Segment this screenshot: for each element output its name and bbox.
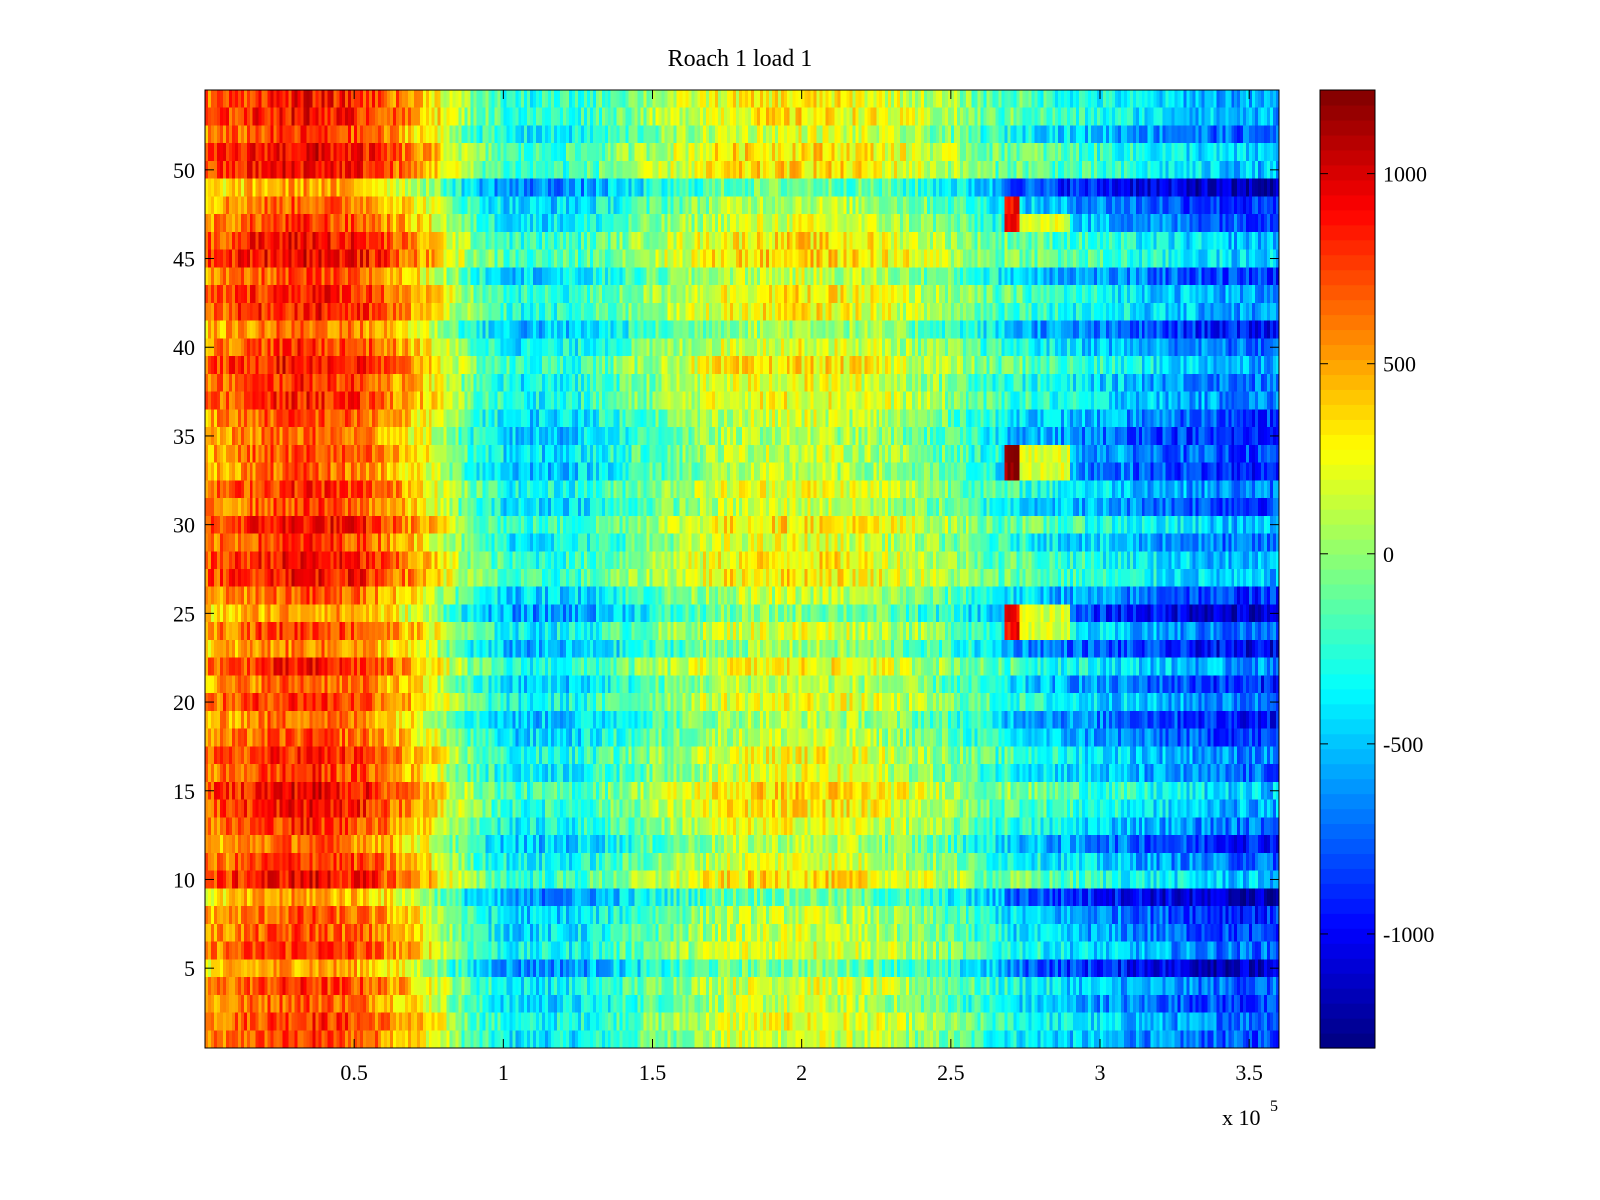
colorbar-swatch bbox=[1320, 1018, 1375, 1034]
colorbar-swatch bbox=[1320, 389, 1375, 405]
colorbar-swatch bbox=[1320, 479, 1375, 495]
colorbar-swatch bbox=[1320, 569, 1375, 585]
colorbar-swatch bbox=[1320, 673, 1375, 690]
colorbar-swatch bbox=[1320, 464, 1375, 480]
colorbar-swatch bbox=[1320, 359, 1375, 376]
colorbar-swatch bbox=[1320, 928, 1375, 944]
colorbar-swatch bbox=[1320, 254, 1375, 271]
colorbar-swatch bbox=[1320, 284, 1375, 301]
colorbar-swatch bbox=[1320, 943, 1375, 959]
colorbar-swatch bbox=[1320, 434, 1375, 450]
colorbar-swatch bbox=[1320, 90, 1375, 106]
heatmap-image bbox=[205, 90, 1279, 1048]
colorbar-swatch bbox=[1320, 119, 1375, 136]
y-tick-label: 5 bbox=[184, 956, 195, 981]
chart-title: Roach 1 load 1 bbox=[668, 46, 813, 72]
x-scale-exponent: 5 bbox=[1270, 1098, 1278, 1115]
colorbar-tick-label: 1000 bbox=[1383, 162, 1427, 187]
colorbar-swatch bbox=[1320, 269, 1375, 286]
colorbar-tick-label: 500 bbox=[1383, 352, 1416, 377]
colorbar-swatch bbox=[1320, 613, 1375, 630]
colorbar-swatch bbox=[1320, 883, 1375, 899]
colorbar-swatch bbox=[1320, 419, 1375, 435]
colorbar-swatch bbox=[1320, 958, 1375, 974]
y-tick-label: 45 bbox=[173, 247, 195, 272]
x-tick-label: 3.5 bbox=[1235, 1060, 1263, 1085]
colorbar-swatch bbox=[1320, 224, 1375, 241]
colorbar-swatch bbox=[1320, 808, 1375, 825]
colorbar-swatch bbox=[1320, 329, 1375, 346]
colorbar-swatch bbox=[1320, 793, 1375, 810]
colorbar-swatch bbox=[1320, 134, 1375, 151]
colorbar-swatch bbox=[1320, 149, 1375, 166]
colorbar-tick-label: -500 bbox=[1383, 732, 1423, 757]
plot-frame bbox=[204, 89, 1280, 1049]
colorbar-swatch bbox=[1320, 628, 1375, 645]
plot-axes: 0.5 1 1.5 2 2.5 3 3.5 5 10 15 20 25 30 35 40 45 50 bbox=[173, 90, 1279, 1085]
x-tick-label: 2 bbox=[796, 1060, 807, 1085]
colorbar-swatch bbox=[1320, 718, 1375, 735]
y-tick-label: 10 bbox=[173, 867, 195, 892]
colorbar-swatch bbox=[1320, 314, 1375, 331]
colorbar-swatch bbox=[1320, 539, 1375, 555]
colorbar-swatch bbox=[1320, 404, 1375, 420]
x-tick-label: 1 bbox=[498, 1060, 509, 1085]
colorbar-swatch bbox=[1320, 374, 1375, 390]
colorbar-swatch bbox=[1320, 823, 1375, 840]
colorbar-swatch bbox=[1320, 299, 1375, 316]
colorbar-swatch bbox=[1320, 524, 1375, 540]
colorbar-swatch bbox=[1320, 748, 1375, 765]
colorbar-swatch bbox=[1320, 868, 1375, 884]
y-tick-label: 20 bbox=[173, 690, 195, 715]
y-tick-label: 15 bbox=[173, 779, 195, 804]
colorbar-swatch bbox=[1320, 658, 1375, 675]
colorbar-swatch bbox=[1320, 494, 1375, 510]
x-scale-label: x 10 5 bbox=[1222, 1098, 1278, 1130]
colorbar-swatch bbox=[1320, 344, 1375, 361]
colorbar-swatch bbox=[1320, 449, 1375, 465]
colorbar-swatch bbox=[1320, 778, 1375, 795]
y-tick-label: 30 bbox=[173, 513, 195, 538]
colorbar-swatch bbox=[1320, 1033, 1375, 1049]
y-tick-label: 25 bbox=[173, 601, 195, 626]
colorbar-swatch bbox=[1320, 583, 1375, 600]
colorbar-swatch bbox=[1320, 179, 1375, 196]
colorbar-swatch bbox=[1320, 164, 1375, 181]
colorbar-swatch bbox=[1320, 838, 1375, 855]
heatmap-cells bbox=[205, 90, 1279, 1048]
colorbar-swatch bbox=[1320, 988, 1375, 1004]
colorbar-swatch bbox=[1320, 763, 1375, 780]
colorbar-swatch bbox=[1320, 104, 1375, 121]
colorbar-swatch bbox=[1320, 643, 1375, 660]
x-tick-label: 0.5 bbox=[340, 1060, 368, 1085]
colorbar-tick-label: 0 bbox=[1383, 542, 1394, 567]
y-tick-label: 50 bbox=[173, 158, 195, 183]
colorbar-swatch bbox=[1320, 239, 1375, 256]
colorbar-swatch bbox=[1320, 598, 1375, 615]
colorbar-swatch bbox=[1320, 688, 1375, 705]
x-tick-label: 1.5 bbox=[639, 1060, 667, 1085]
colorbar-swatch bbox=[1320, 703, 1375, 720]
colorbar-swatch bbox=[1320, 853, 1375, 869]
colorbar-swatch bbox=[1320, 209, 1375, 226]
y-tick-label: 40 bbox=[173, 335, 195, 360]
colorbar-swatch bbox=[1320, 913, 1375, 929]
colorbar-swatch bbox=[1320, 733, 1375, 750]
x-tick-label: 2.5 bbox=[937, 1060, 965, 1085]
colorbar-frame bbox=[1319, 89, 1376, 1049]
x-scale-base: x 10 bbox=[1222, 1105, 1261, 1130]
colorbar-swatch bbox=[1320, 1003, 1375, 1019]
colorbar-swatch bbox=[1320, 898, 1375, 914]
x-tick-label: 3 bbox=[1095, 1060, 1106, 1085]
colorbar-swatch bbox=[1320, 554, 1375, 570]
colorbar-swatch bbox=[1320, 509, 1375, 525]
y-tick-label: 35 bbox=[173, 424, 195, 449]
colorbar-swatch bbox=[1320, 194, 1375, 211]
colorbar-tick-label: -1000 bbox=[1383, 922, 1434, 947]
colorbar-swatch bbox=[1320, 973, 1375, 989]
colorbar: 1000 500 0 -500 -1000 bbox=[1319, 89, 1434, 1049]
